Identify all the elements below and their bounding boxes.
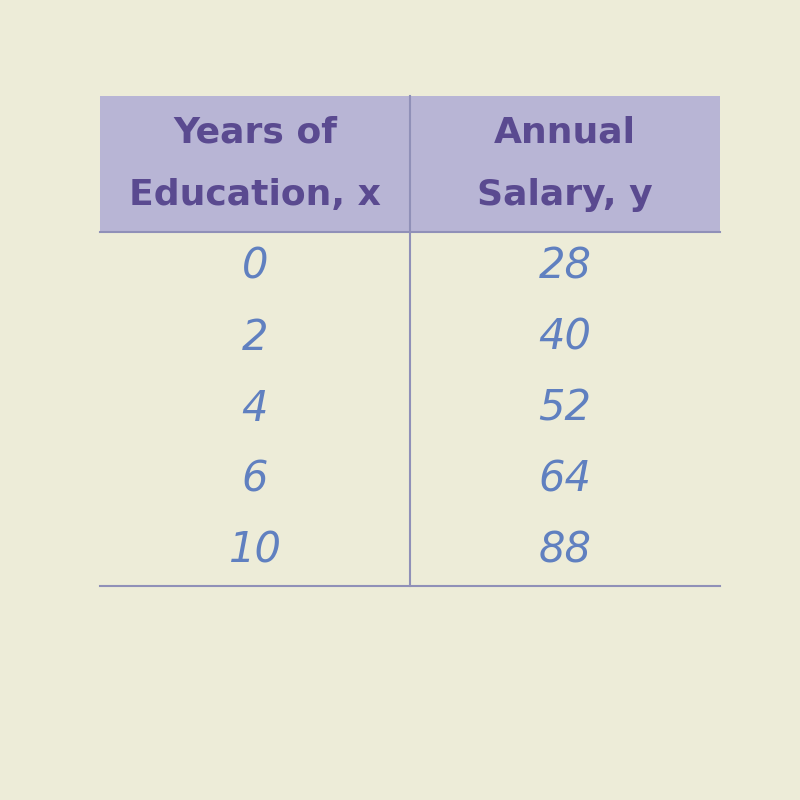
Text: 52: 52	[538, 388, 591, 430]
Text: 6: 6	[242, 458, 268, 501]
Text: 4: 4	[242, 388, 268, 430]
Text: 88: 88	[538, 530, 591, 571]
Text: 10: 10	[229, 530, 282, 571]
FancyBboxPatch shape	[100, 96, 720, 231]
Text: 40: 40	[538, 317, 591, 358]
Text: Education, x: Education, x	[129, 178, 381, 212]
Text: 2: 2	[242, 317, 268, 358]
Text: Annual: Annual	[494, 115, 636, 150]
Text: 28: 28	[538, 246, 591, 288]
Text: 64: 64	[538, 458, 591, 501]
Text: Salary, y: Salary, y	[477, 178, 653, 212]
Text: Years of: Years of	[173, 115, 337, 150]
Text: 0: 0	[242, 246, 268, 288]
